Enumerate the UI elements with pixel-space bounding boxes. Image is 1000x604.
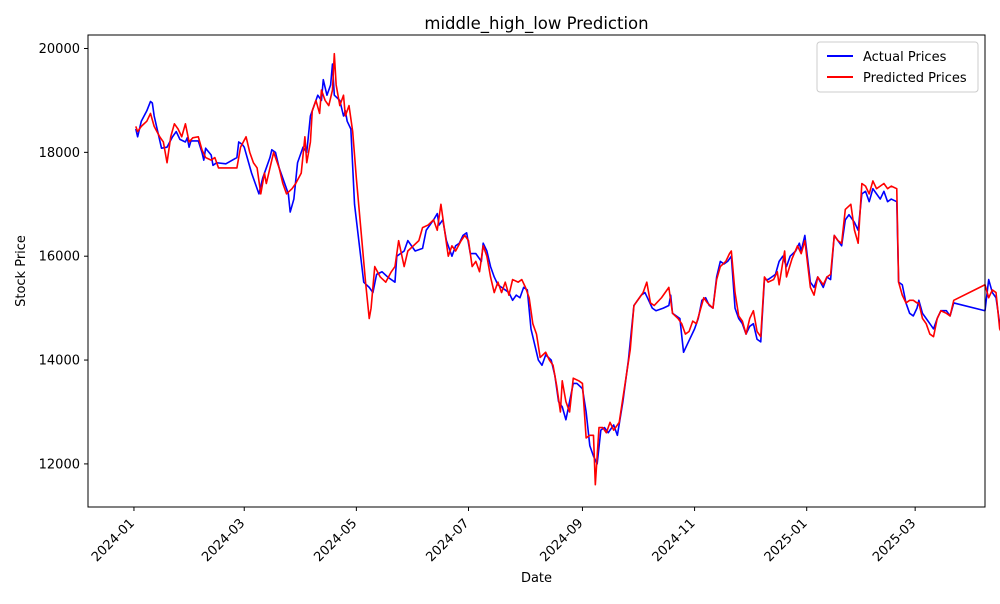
y-tick-label: 14000 bbox=[39, 354, 80, 369]
legend: Actual Prices Predicted Prices bbox=[816, 41, 979, 93]
legend-label-actual: Actual Prices bbox=[863, 50, 947, 65]
y-tick-label: 16000 bbox=[39, 250, 80, 265]
y-tick-label: 20000 bbox=[39, 42, 80, 57]
predicted-prices-line bbox=[135, 52, 1000, 486]
axes-frame bbox=[87, 34, 986, 508]
x-axis-label: Date bbox=[521, 571, 552, 586]
series-layer bbox=[135, 52, 1000, 486]
y-tick-label: 12000 bbox=[39, 457, 80, 472]
y-tick-label: 18000 bbox=[39, 146, 80, 161]
y-axis-label: Stock Price bbox=[14, 235, 29, 307]
plot-background bbox=[88, 35, 985, 507]
legend-box bbox=[816, 41, 979, 93]
chart-title: middle_high_low Prediction bbox=[424, 14, 648, 34]
legend-label-predicted: Predicted Prices bbox=[863, 71, 967, 86]
actual-prices-line bbox=[135, 63, 1000, 465]
